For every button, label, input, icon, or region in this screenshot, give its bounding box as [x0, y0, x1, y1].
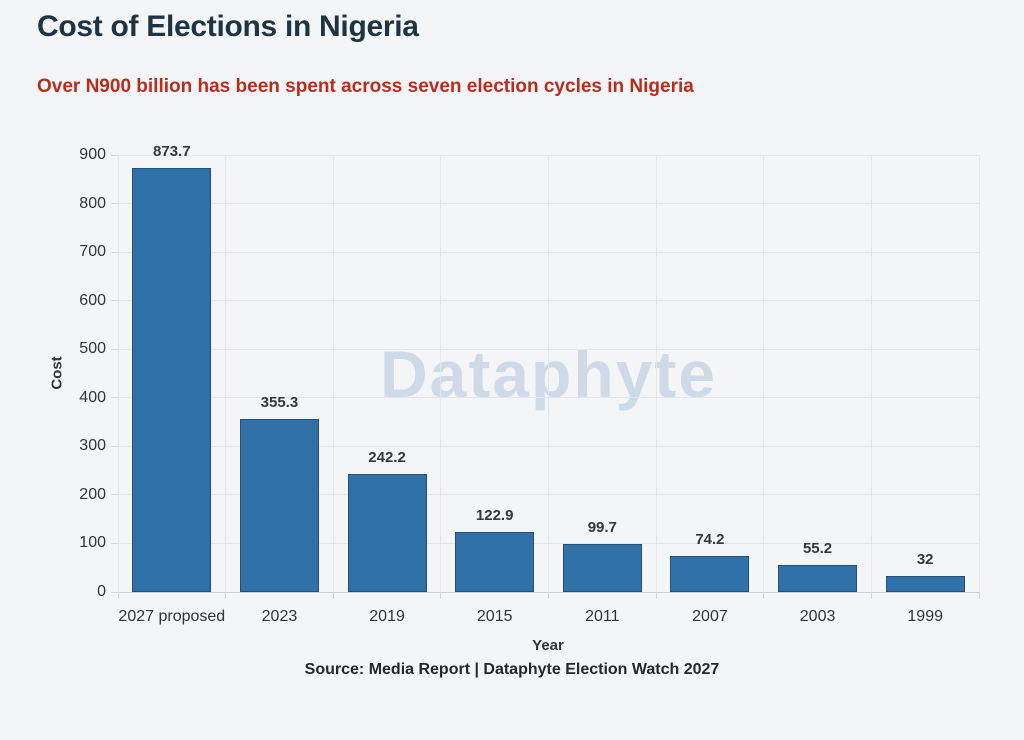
gridline-x	[548, 155, 549, 592]
chart-title: Cost of Elections in Nigeria	[37, 10, 419, 43]
gridline-x	[763, 155, 765, 592]
y-tick-label: 800	[79, 194, 106, 212]
y-tick-mark	[111, 300, 118, 302]
y-tick-mark	[111, 154, 118, 156]
bar-value-label: 55.2	[802, 540, 833, 558]
x-tick-mark	[978, 592, 980, 599]
x-tick-label: 2007	[692, 608, 728, 625]
x-tick-mark	[117, 592, 119, 599]
x-tick-label: 2027 proposed	[118, 608, 226, 625]
y-tick-label: 600	[79, 291, 106, 309]
bar-value-label: 355.3	[260, 394, 299, 412]
y-tick-mark	[111, 494, 118, 496]
y-tick-mark	[111, 397, 118, 399]
y-axis-title: Cost	[48, 356, 66, 390]
x-tick-label: 2019	[369, 608, 405, 625]
x-tick-mark	[655, 592, 657, 599]
y-tick-label: 400	[79, 388, 106, 406]
x-tick-label: 1999	[907, 608, 943, 625]
bar	[778, 565, 858, 592]
bar	[455, 532, 535, 592]
gridline-x	[332, 155, 334, 592]
bar	[670, 555, 750, 592]
plot-area: Dataphyte 0 100 200 300 400 500 600 700 800 900 87…	[79, 143, 980, 625]
y-tick-mark	[111, 591, 118, 593]
x-tick-mark	[225, 592, 227, 599]
gridline-x	[225, 155, 227, 592]
gridline-x	[870, 155, 872, 592]
x-tick-mark	[870, 592, 872, 599]
y-tick-label: 700	[79, 243, 106, 261]
y-tick-label: 900	[79, 146, 106, 163]
y-tick-mark	[111, 251, 118, 253]
bar-value-label: 242.2	[368, 449, 406, 467]
bar	[347, 474, 427, 592]
x-tick-mark	[440, 592, 442, 599]
y-tick-label: 100	[79, 534, 106, 552]
y-tick-label: 200	[79, 485, 106, 503]
bar-value-label: 122.9	[475, 507, 514, 525]
bar-value-label: 74.2	[695, 530, 725, 548]
y-tick-mark	[111, 203, 118, 205]
x-tick-label: 2023	[261, 608, 298, 625]
y-tick-label: 0	[97, 583, 106, 600]
x-axis-title: Year	[532, 637, 564, 654]
x-tick-mark	[548, 592, 549, 599]
x-tick-mark	[332, 592, 334, 599]
bar	[562, 543, 642, 592]
x-tick-label: 2003	[799, 608, 836, 625]
bar-value-label: 32	[916, 551, 934, 569]
bar	[885, 576, 965, 592]
gridline-x	[655, 155, 657, 592]
y-tick-mark	[111, 445, 118, 447]
gridline-x	[978, 155, 980, 592]
y-tick-mark	[111, 542, 118, 544]
gridline-x	[117, 155, 119, 592]
x-tick-label: 2015	[476, 608, 513, 625]
bar	[132, 167, 212, 592]
source-note: Source: Media Report | Dataphyte Electio…	[304, 661, 720, 678]
bar-value-label: 873.7	[153, 142, 191, 160]
y-tick-mark	[111, 348, 118, 350]
y-tick-label: 300	[79, 437, 106, 455]
bar	[239, 419, 319, 592]
x-tick-mark	[763, 592, 765, 599]
bar-value-label: 99.7	[587, 518, 617, 536]
gridline-x	[440, 155, 442, 592]
x-tick-label: 2011	[585, 608, 620, 625]
chart-subtitle: Over N900 billion has been spent across …	[37, 76, 694, 97]
y-tick-label: 500	[79, 340, 106, 358]
